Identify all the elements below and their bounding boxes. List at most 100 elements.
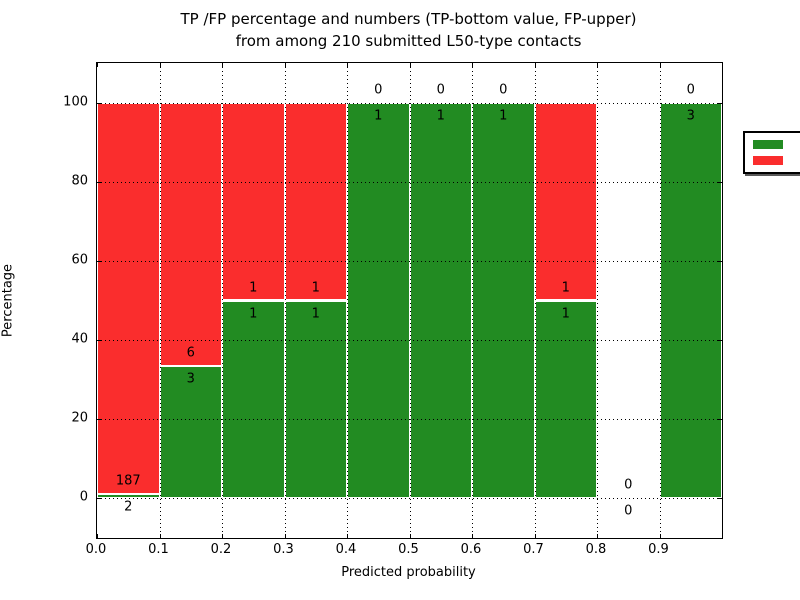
gridline-vertical: [409, 63, 411, 538]
axis-tick: [97, 534, 98, 538]
y-tick-label: 80: [71, 173, 88, 189]
gridline-vertical: [472, 63, 473, 538]
count-label: 1: [561, 306, 570, 321]
count-label: 0: [624, 477, 633, 493]
count-label: 0: [686, 82, 695, 98]
gridline-vertical: [659, 63, 661, 538]
gridline-vertical: [159, 63, 161, 538]
bar-segment-fp: [534, 102, 597, 301]
x-tick-label: 0.5: [398, 542, 419, 557]
count-label: 0: [436, 82, 445, 98]
count-label: 1: [311, 280, 320, 295]
count-label: 3: [186, 371, 195, 387]
axis-tick: [534, 63, 536, 67]
axis-tick: [222, 534, 223, 538]
x-tick-label: 0.6: [460, 542, 482, 557]
x-tick-label: 0.3: [273, 542, 294, 557]
count-label: 1: [249, 306, 258, 321]
axis-tick: [718, 340, 722, 342]
y-tick-label: 40: [71, 331, 88, 347]
axis-tick: [222, 63, 223, 67]
axis-tick: [659, 63, 661, 67]
count-label: 1: [436, 108, 445, 124]
chart-title: TP /FP percentage and numbers (TP-bottom…: [96, 8, 721, 52]
axis-tick: [659, 534, 661, 538]
count-label: 1: [561, 280, 570, 295]
bar-segment-tp: [472, 102, 535, 499]
axis-tick: [534, 534, 536, 538]
chart-title-line2: from among 210 submitted L50-type contac…: [235, 32, 582, 50]
count-label: 0: [624, 503, 633, 519]
axis-tick: [718, 498, 722, 500]
fp-swatch-icon: [753, 155, 783, 165]
axis-tick: [718, 419, 722, 421]
axis-tick: [97, 260, 101, 262]
y-tick-label: 0: [79, 489, 88, 505]
axis-tick: [97, 181, 101, 183]
x-tick-label: 0.4: [335, 542, 357, 557]
y-tick-label: 100: [63, 94, 88, 110]
x-tick-label: 0.0: [85, 542, 107, 557]
count-label: 0: [374, 82, 383, 98]
count-label: 6: [186, 345, 195, 361]
legend-entry-fp: FP: [753, 153, 800, 168]
axis-tick: [159, 534, 161, 538]
axis-tick: [597, 534, 598, 538]
gridline-horizontal: [97, 498, 722, 500]
count-label: 1: [311, 306, 320, 321]
x-tick-label: 0.7: [523, 542, 544, 557]
gridline-vertical: [534, 63, 536, 538]
bar-segment-tp: [534, 300, 597, 499]
count-label: 187: [115, 473, 141, 489]
axis-tick: [159, 63, 161, 67]
x-tick-label: 0.8: [585, 542, 607, 557]
gridline-vertical: [597, 63, 598, 538]
bar-segment-tp: [347, 102, 410, 499]
axis-tick: [472, 63, 473, 67]
tp-swatch-icon: [753, 140, 783, 150]
axis-tick: [472, 534, 473, 538]
x-tick-label: 0.2: [210, 542, 232, 557]
axis-tick: [597, 63, 598, 67]
legend: TP FP: [743, 131, 800, 174]
x-axis-label: Predicted probability: [341, 565, 476, 580]
gridline-horizontal: [97, 260, 722, 262]
bar-segment-tp: [659, 102, 722, 499]
bar-segment-tp: [97, 494, 160, 499]
count-label: 3: [686, 108, 695, 124]
gridline-horizontal: [97, 102, 722, 104]
gridline-horizontal: [97, 181, 722, 183]
count-label: 1: [499, 108, 508, 124]
count-label: 2: [124, 499, 133, 515]
axis-tick: [409, 534, 411, 538]
plot-area: 187 2 6 3 1 1 1 1 0 1 0 1 0 1 1 1 0 0 0 3 TP FP: [96, 62, 800, 539]
axis-tick: [97, 63, 98, 67]
legend-entry-tp: TP: [753, 137, 800, 152]
gridline-vertical: [284, 63, 286, 538]
bar-segment-tp: [222, 300, 285, 499]
axis-tick: [409, 63, 411, 67]
gridline-vertical: [347, 63, 348, 538]
gridline-vertical: [222, 63, 223, 538]
axis-tick: [97, 498, 101, 500]
gridline-horizontal: [97, 340, 722, 342]
chart-title-line1: TP /FP percentage and numbers (TP-bottom…: [180, 10, 637, 28]
axis-tick: [347, 534, 348, 538]
y-axis-label: Percentage: [0, 263, 16, 338]
axis-tick: [97, 340, 101, 342]
bar-segment-fp: [159, 102, 222, 367]
gridline-horizontal: [97, 419, 722, 421]
bar-segment-tp: [284, 300, 347, 499]
bar-segment-fp: [97, 102, 160, 495]
count-label: 1: [249, 280, 258, 295]
count-label: 0: [499, 82, 508, 98]
axis-tick: [284, 63, 286, 67]
bar-segment-fp: [222, 102, 285, 301]
axis-tick: [97, 102, 101, 104]
bar-segment-fp: [284, 102, 347, 301]
axis-tick: [347, 63, 348, 67]
axis-tick: [97, 419, 101, 421]
axis-tick: [284, 534, 286, 538]
count-label: 1: [374, 108, 383, 124]
